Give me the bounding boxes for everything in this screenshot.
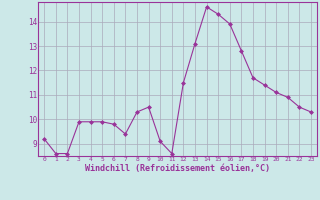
X-axis label: Windchill (Refroidissement éolien,°C): Windchill (Refroidissement éolien,°C): [85, 164, 270, 173]
